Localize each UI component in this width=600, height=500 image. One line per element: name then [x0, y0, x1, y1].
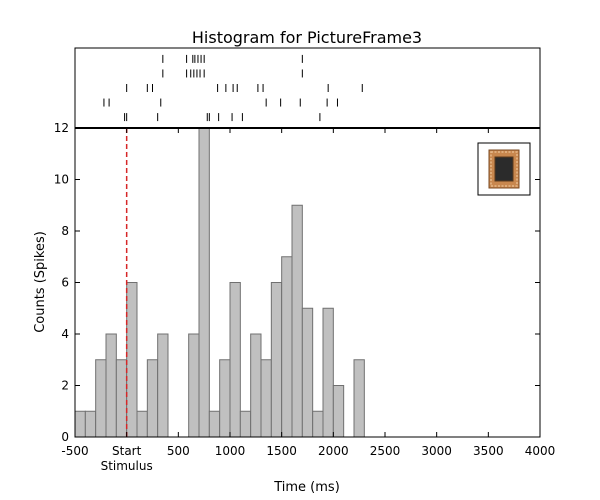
histogram-bar	[291, 204, 303, 438]
x-tick-label: 3500	[473, 444, 504, 458]
histogram-bar	[126, 282, 138, 438]
histogram-bar	[208, 410, 221, 438]
histogram-bar	[353, 359, 365, 438]
histogram-bar	[84, 410, 97, 438]
histogram-bar	[219, 359, 231, 438]
histogram-bar	[115, 359, 128, 438]
histogram-bar	[322, 307, 334, 438]
histogram-bar	[136, 410, 148, 438]
y-tick-label: 2	[61, 379, 69, 393]
histogram-bar	[146, 359, 159, 438]
histogram-bar	[250, 333, 262, 438]
y-tick-label: 6	[61, 276, 69, 290]
histogram-bar	[270, 282, 283, 438]
x-tick-label: 2500	[370, 444, 401, 458]
histogram-plot-area	[74, 127, 365, 438]
frame-ornament	[490, 151, 518, 187]
x-tick-label: -500	[61, 444, 88, 458]
x-tick-label: 1500	[266, 444, 297, 458]
x-tick-label: 3000	[421, 444, 452, 458]
x-tick-label: 500	[167, 444, 190, 458]
x-tick-sublabel: Stimulus	[101, 459, 153, 473]
axes: -500 Start 500 1000 1500 2000 2500 3000 3500 4000…	[54, 47, 556, 473]
y-tick-label: 4	[61, 327, 69, 341]
x-tick-label: 2000	[318, 444, 349, 458]
y-tick-label: 0	[61, 430, 69, 444]
histogram-bar	[281, 256, 293, 438]
frame-inner	[494, 156, 514, 182]
histogram-bar	[188, 333, 200, 438]
histogram-bar	[157, 333, 169, 438]
histogram-bar	[239, 410, 252, 438]
histogram-bar	[332, 385, 345, 438]
histogram-bar	[95, 359, 107, 438]
x-tick-label: 1000	[215, 444, 246, 458]
picture-frame-icon	[488, 149, 520, 189]
histogram-bar	[74, 410, 86, 438]
histogram-bar	[301, 307, 314, 438]
histogram-bar	[312, 410, 324, 438]
y-tick-label: 8	[61, 224, 69, 238]
histogram-bar	[105, 333, 117, 438]
stimulus-inset	[477, 142, 531, 196]
y-tick-label: 12	[54, 121, 69, 135]
x-tick-label: Start	[112, 444, 142, 458]
chart-title: Histogram for PictureFrame3	[192, 28, 422, 47]
histogram-bar	[260, 359, 272, 438]
y-axis-label: Counts (Spikes)	[33, 231, 48, 333]
histogram-bar	[229, 282, 241, 438]
axes-frame	[74, 47, 541, 438]
x-axis-label: Time (ms)	[273, 480, 340, 495]
spike-raster-panel	[103, 54, 363, 122]
x-tick-label: 4000	[525, 444, 556, 458]
y-tick-label: 10	[54, 173, 69, 187]
histogram-bar	[198, 127, 210, 438]
